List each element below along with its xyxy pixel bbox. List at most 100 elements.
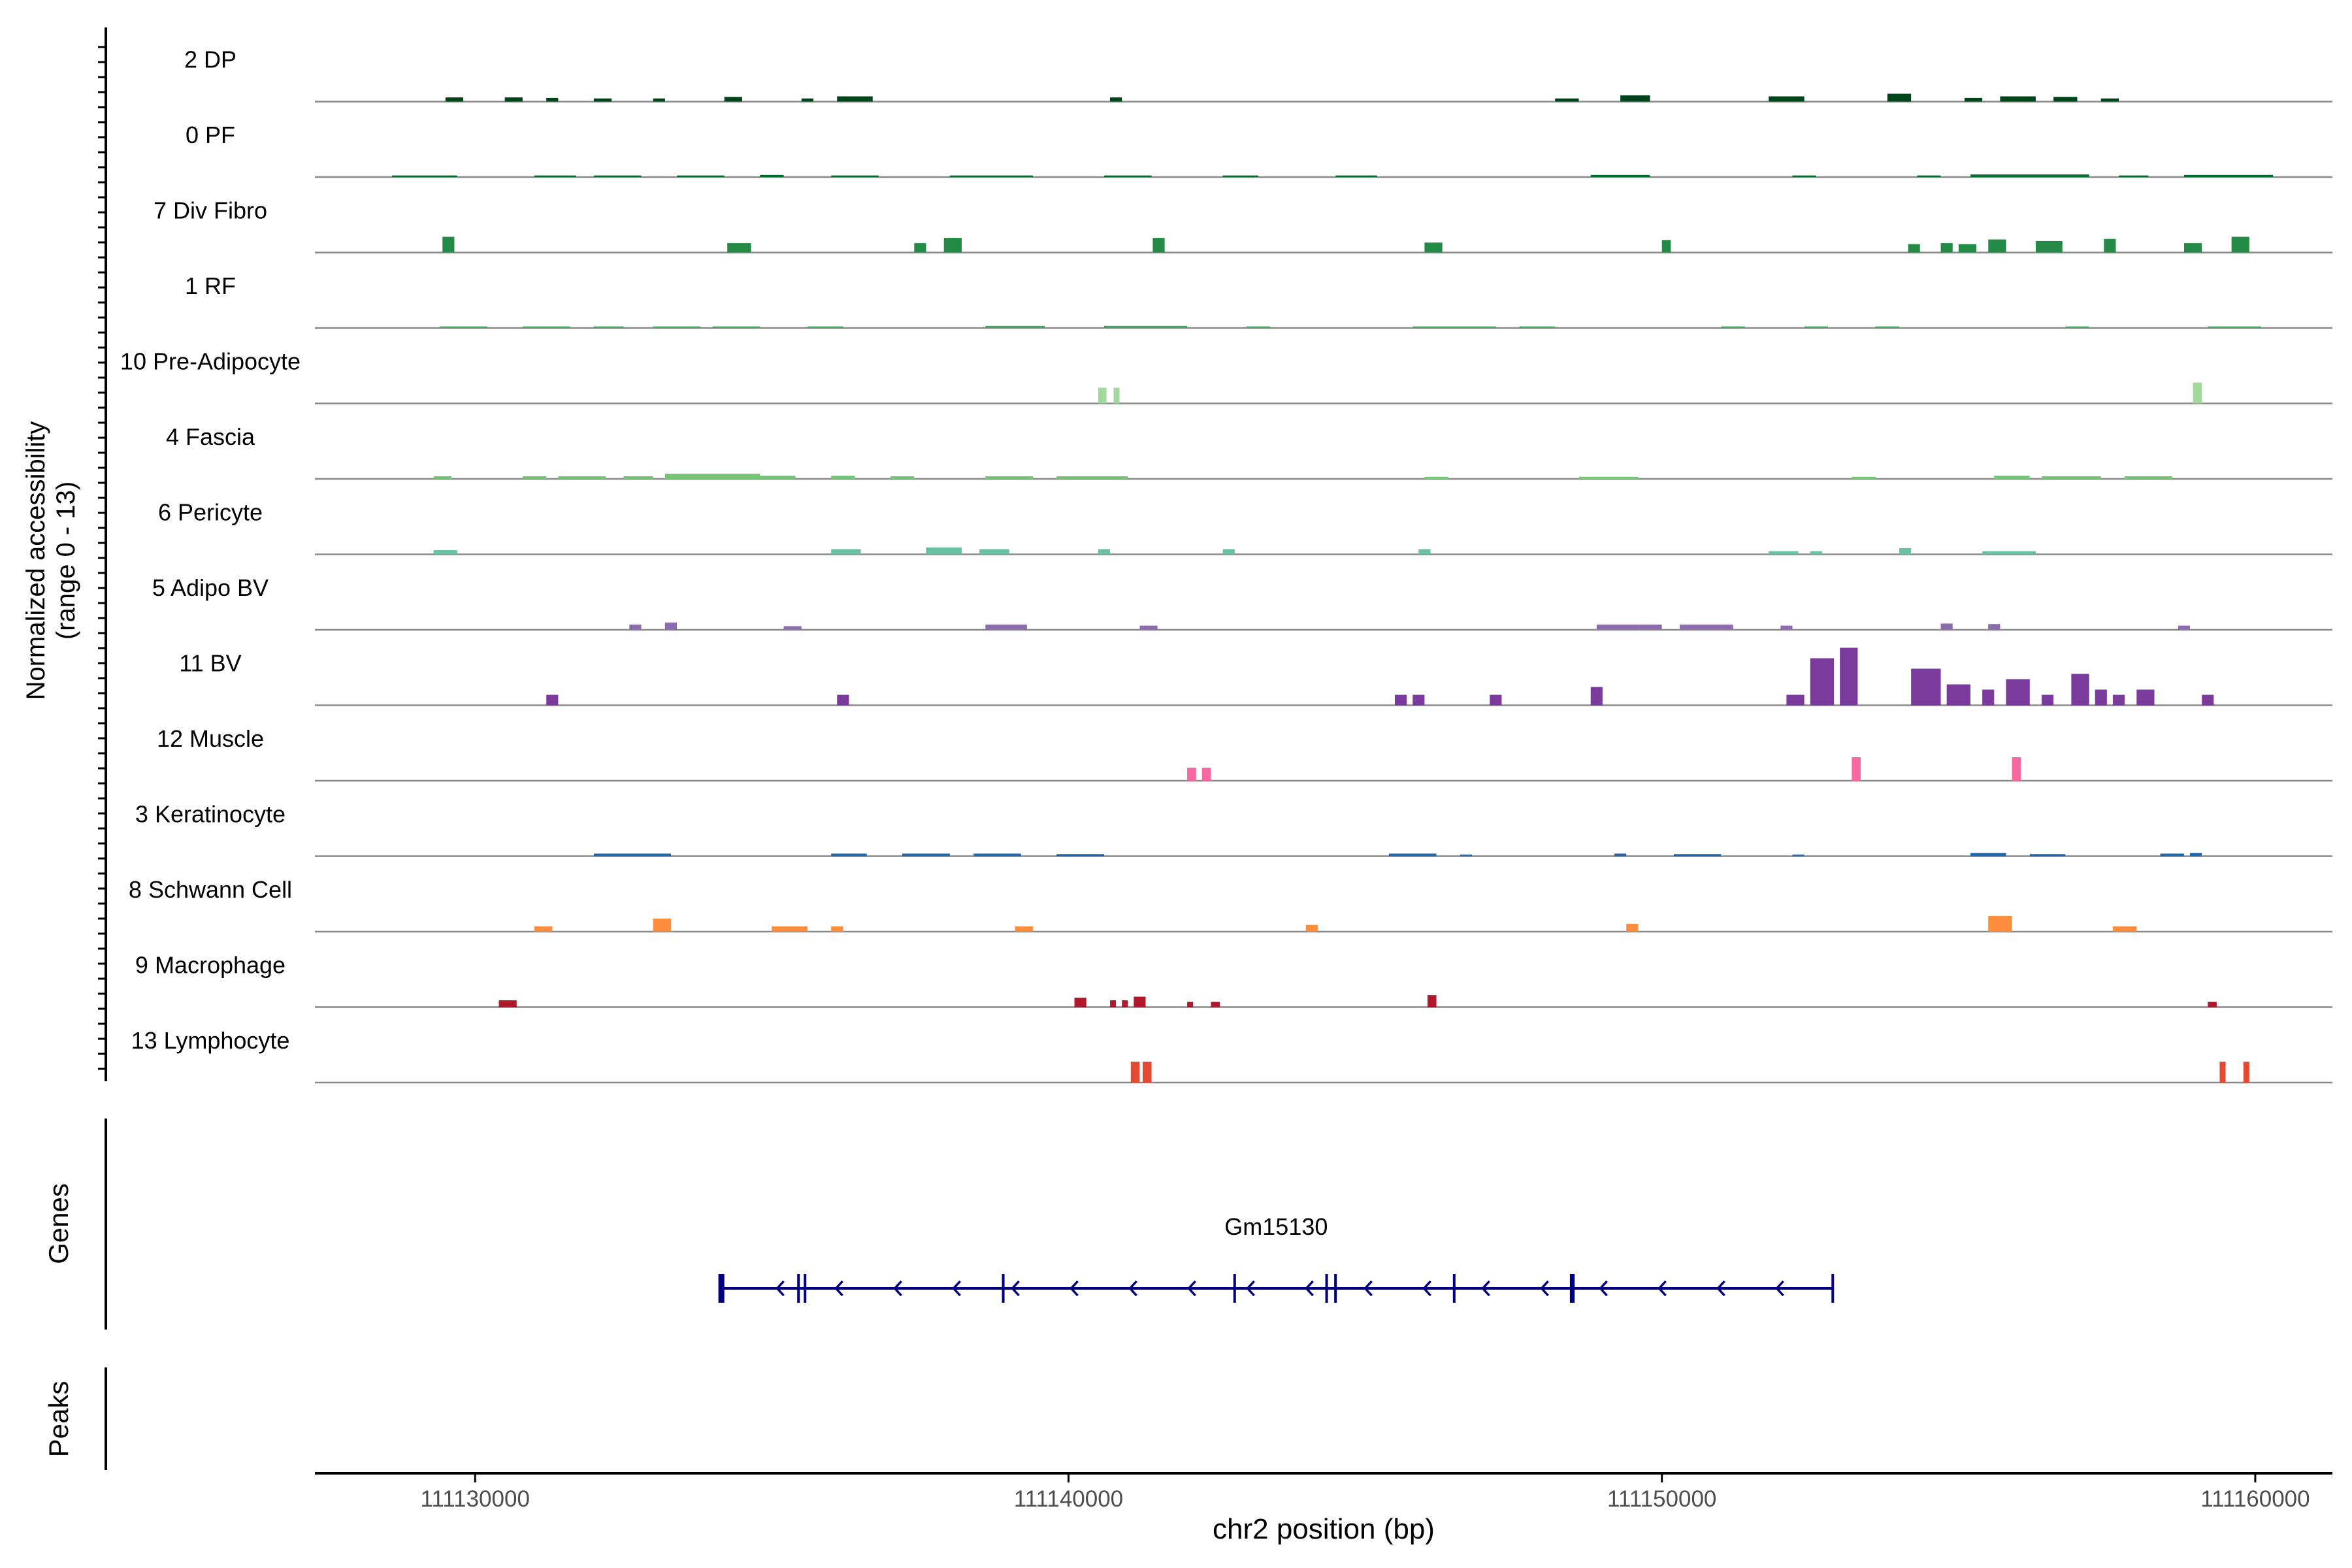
- strand-arrow: [1305, 1280, 1314, 1297]
- coverage-peak: [1970, 853, 2006, 857]
- coverage-y-axis: [98, 27, 107, 1081]
- track-0: 2 DP: [184, 46, 2332, 103]
- strand-arrow: [1011, 1280, 1020, 1297]
- gene-exon: [1325, 1274, 1328, 1303]
- coverage-peak: [2219, 1062, 2226, 1083]
- coverage-peak: [2035, 240, 2063, 253]
- coverage-peak: [392, 175, 457, 177]
- coverage-peak: [914, 243, 926, 253]
- track-5: 4 Fascia: [166, 423, 2332, 480]
- coverage-peak: [2071, 674, 2089, 706]
- track-label: 1 RF: [185, 272, 236, 299]
- coverage-peak: [712, 326, 760, 328]
- coverage-peak: [522, 476, 547, 479]
- coverage-peak: [985, 625, 1027, 630]
- coverage-peak: [522, 326, 570, 328]
- track-label: 13 Lymphocyte: [131, 1027, 290, 1054]
- strand-arrow: [776, 1280, 785, 1297]
- coverage-peak: [760, 174, 784, 177]
- track-9: 12 Muscle: [157, 725, 2332, 782]
- coverage-peak: [1427, 995, 1437, 1007]
- track-label: 11 BV: [179, 650, 241, 677]
- coverage-peak: [1139, 625, 1158, 630]
- coverage-peak: [1970, 174, 2089, 177]
- track-label: 7 Div Fibro: [154, 197, 267, 224]
- coverage-peak: [629, 625, 642, 630]
- coverage-peak: [1388, 853, 1437, 857]
- coverage-peak: [801, 98, 813, 102]
- gene-track: Gm15130: [718, 1213, 1835, 1303]
- strand-arrow: [1540, 1280, 1549, 1297]
- track-label: 3 Keratinocyte: [135, 801, 286, 828]
- coverage-peak: [837, 694, 849, 706]
- coverage-peak: [1982, 689, 1995, 706]
- coverage-peak: [1222, 175, 1259, 177]
- coverage-peak: [1103, 325, 1188, 328]
- gene-exon: [1002, 1274, 1005, 1303]
- x-tick-label: 111160000: [2200, 1486, 2310, 1512]
- gene-exon: [1831, 1274, 1835, 1303]
- strand-arrow: [1422, 1280, 1431, 1297]
- track-13: 13 Lymphocyte: [131, 1027, 2332, 1084]
- coverage-peak: [2243, 1062, 2249, 1083]
- coverage-peak: [433, 476, 451, 479]
- coverage-peak: [1679, 625, 1733, 630]
- track-2: 7 Div Fibro: [154, 197, 2332, 253]
- coverage-peak: [653, 326, 701, 328]
- x-axis-ticks: 111130000 111140000 111150000 111160000: [421, 1473, 2310, 1512]
- coverage-peak: [1596, 625, 1639, 630]
- coverage-peak: [1098, 549, 1111, 555]
- coverage-peak: [1098, 387, 1107, 404]
- coverage-peak: [2029, 854, 2066, 857]
- coverage-tracks: 2 DP 0 PF 7 Div Fibro 1 RF 10 Pre-Adipocyte 4…: [120, 46, 2332, 1084]
- coverage-peak: [1810, 658, 1835, 706]
- coverage-peak: [1305, 924, 1318, 932]
- coverage-peak: [653, 919, 671, 932]
- gene-label: Gm15130: [1224, 1213, 1328, 1240]
- coverage-peak: [1626, 924, 1639, 932]
- x-axis-title: chr2 position (bp): [1213, 1513, 1435, 1545]
- coverage-peak: [985, 325, 1045, 328]
- strand-arrow: [1246, 1280, 1255, 1297]
- coverage-peak: [2125, 476, 2172, 479]
- coverage-peak: [831, 853, 867, 857]
- coverage-peak: [1786, 694, 1805, 706]
- coverage-peak: [1810, 551, 1822, 555]
- coverage-peak: [1994, 476, 2030, 479]
- gene-exon: [1452, 1274, 1456, 1303]
- strand-arrow: [1658, 1280, 1667, 1297]
- coverage-peak: [2041, 694, 2054, 706]
- coverage-peak: [985, 476, 1033, 479]
- coverage-peak: [1769, 96, 1805, 102]
- coverage-peak: [1134, 996, 1146, 1007]
- coverage-peak: [727, 243, 751, 253]
- track-label: 12 Muscle: [157, 725, 264, 752]
- coverage-peak: [1769, 551, 1799, 555]
- coverage-peak: [1887, 93, 1912, 102]
- coverage-peak: [1152, 238, 1165, 253]
- coverage-peak: [1394, 694, 1407, 706]
- coverage-peak: [2112, 926, 2137, 932]
- coverage-peak: [1519, 326, 1556, 328]
- coverage-peak: [890, 476, 915, 479]
- coverage-peak: [2136, 689, 2155, 706]
- coverage-peak: [442, 237, 455, 253]
- coverage-peak: [1555, 98, 1579, 102]
- coverage-peak: [2104, 238, 2116, 253]
- coverage-peak: [534, 175, 576, 177]
- coverage-peak: [1460, 855, 1473, 857]
- track-label: 8 Schwann Cell: [129, 876, 292, 903]
- coverage-peak: [1804, 326, 1828, 328]
- coverage-peak: [664, 474, 760, 479]
- coverage-peak: [593, 175, 642, 177]
- coverage-peak: [831, 549, 861, 555]
- coverage-peak: [546, 694, 559, 706]
- coverage-peak: [2006, 679, 2030, 706]
- gene-exon: [1334, 1274, 1337, 1303]
- coverage-peak: [943, 238, 962, 253]
- coverage-peak: [1110, 97, 1122, 102]
- strand-arrow: [1716, 1280, 1725, 1297]
- coverage-peak: [772, 926, 808, 932]
- coverage-peak: [1201, 768, 1211, 781]
